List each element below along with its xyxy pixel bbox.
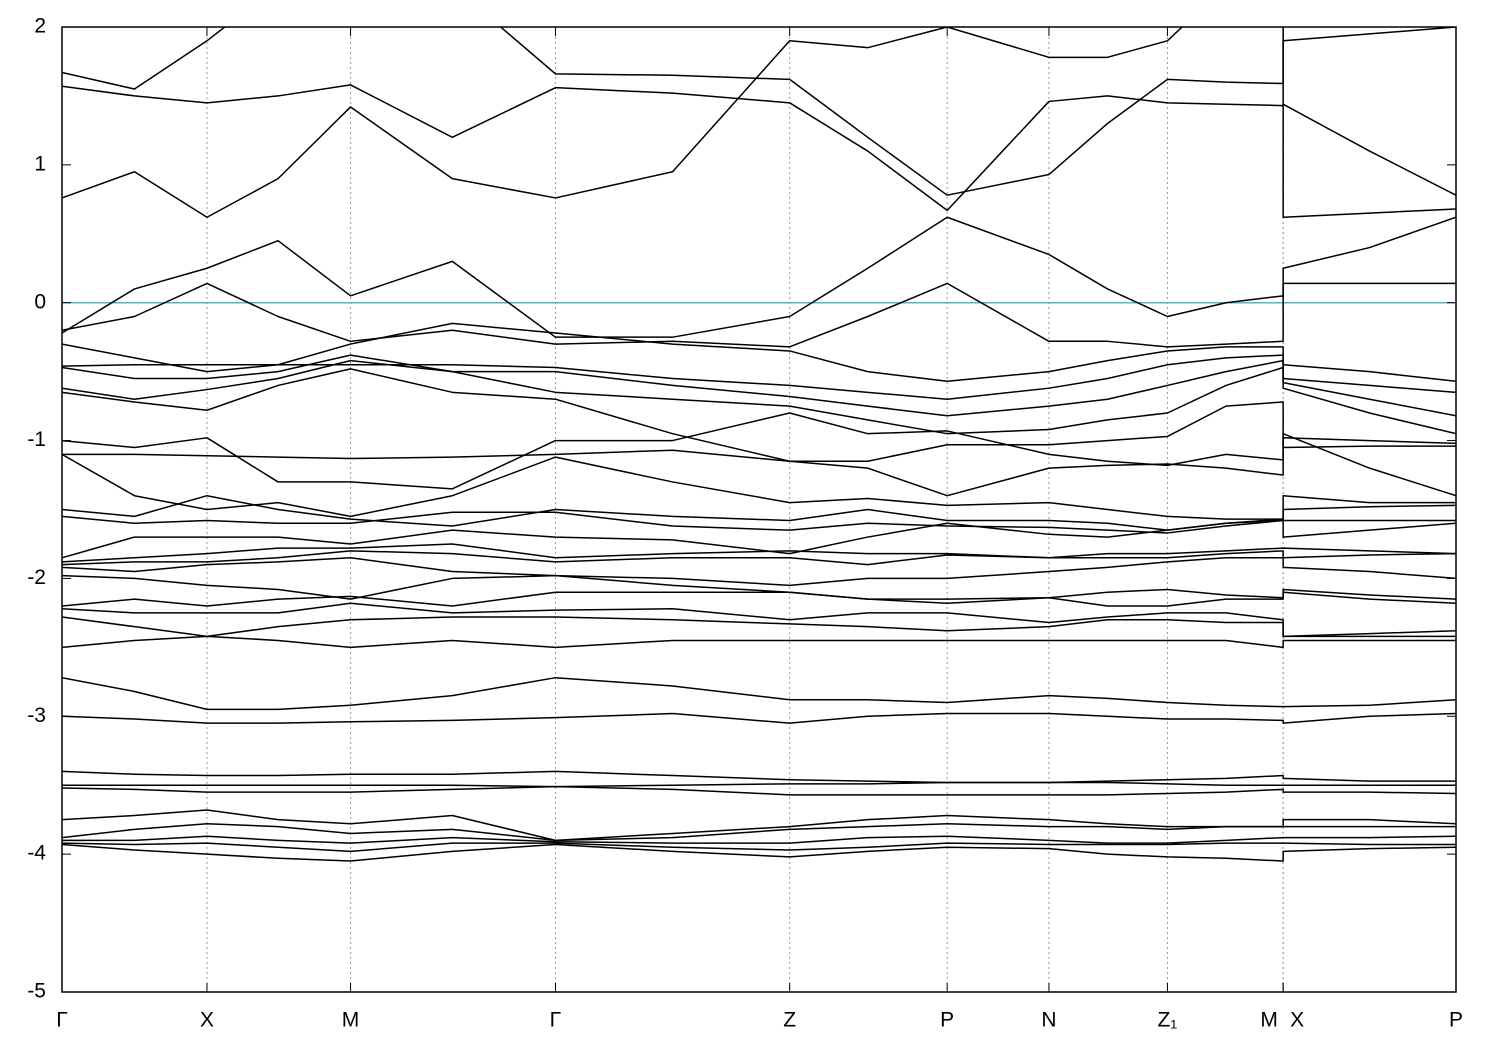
y-tick-label: -5 (27, 980, 46, 1003)
y-tick-label: -3 (27, 704, 46, 727)
x-tick-label: Γ (56, 1009, 68, 1032)
band-line (62, 368, 1456, 497)
band-line (62, 574, 1456, 600)
x-tick-label: N (1041, 1009, 1056, 1032)
band-line (62, 602, 1456, 638)
band-line (62, 354, 1456, 400)
band-line (62, 835, 1456, 844)
band-line (62, 557, 1456, 587)
band-line (62, 27, 1456, 196)
band-line (62, 842, 1456, 853)
band-line (62, 809, 1456, 842)
x-tick-label: Γ (550, 1009, 562, 1032)
band-line (62, 591, 1456, 607)
band-layer (62, 27, 1456, 862)
band-line (62, 543, 1456, 563)
x-tick-label: X (1290, 1009, 1304, 1032)
band-line (62, 453, 1456, 520)
band-line (62, 635, 1456, 649)
y-tick-label: -1 (27, 428, 46, 451)
y-tick-label: 1 (34, 152, 46, 175)
band-line (62, 843, 1456, 862)
band-line (62, 616, 1456, 638)
band-line (62, 519, 1456, 559)
band-line (62, 785, 1456, 796)
band-line (62, 27, 1456, 218)
plot-frame (61, 26, 1457, 993)
band-line (62, 781, 1456, 788)
band-line (62, 282, 1456, 348)
band-line (62, 494, 1456, 531)
band-line (62, 770, 1456, 784)
x-tick-label: P (940, 1009, 954, 1032)
band-line (62, 550, 1456, 566)
band-line (62, 412, 1456, 490)
x-tick-label: P (1449, 1009, 1463, 1032)
band-line (62, 401, 1456, 462)
band-line (62, 511, 1456, 534)
y-tick-label: 2 (34, 15, 46, 38)
band-line (62, 354, 1456, 417)
x-tick-label: X (200, 1009, 214, 1032)
y-tick-label: -4 (27, 842, 46, 865)
band-line (62, 712, 1456, 724)
band-line (62, 216, 1456, 338)
x-tick-label: M (342, 1009, 360, 1032)
y-tick-label: -2 (27, 566, 46, 589)
x-tick-label: M (1260, 1009, 1278, 1032)
x-tick-label: Z₁ (1157, 1009, 1177, 1032)
band-line (62, 823, 1456, 842)
x-tick-label: Z (783, 1009, 796, 1032)
band-line (62, 359, 1456, 435)
y-tick-label: 0 (34, 290, 46, 313)
band-line (62, 676, 1456, 711)
band-line (62, 84, 1456, 212)
